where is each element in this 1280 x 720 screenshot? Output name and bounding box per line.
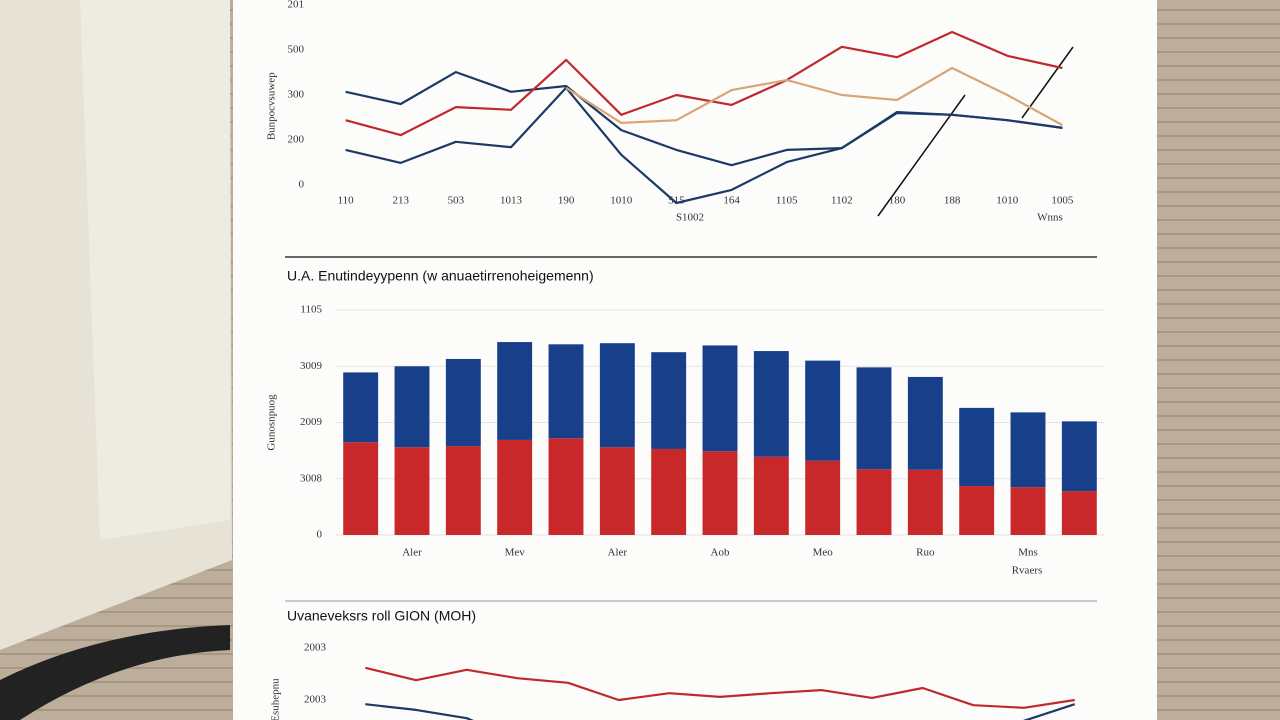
bar-segment	[1061, 421, 1097, 492]
y-axis-label: Gunosnpuog	[266, 394, 278, 451]
y-tick-label: 500	[288, 44, 305, 56]
x-tick-label: 1010	[996, 195, 1019, 207]
bar-segment	[907, 376, 943, 470]
bar-segment	[497, 439, 533, 535]
x-tick-label: 164	[723, 195, 740, 207]
y-tick-label: 3009	[300, 360, 323, 372]
x-tick-label: 1105	[776, 195, 798, 207]
y-tick-label: 201	[288, 0, 305, 11]
bar-segment	[599, 447, 635, 535]
bar-segment	[343, 442, 379, 535]
x-tick-label: Mev	[505, 547, 526, 559]
x-tick-label: 188	[944, 195, 961, 207]
bar-segment	[548, 344, 584, 439]
bar-segment	[805, 360, 841, 461]
y-tick-label: 2003	[304, 642, 327, 654]
x-tick-label: 1102	[831, 195, 853, 207]
y-tick-label: 0	[299, 179, 305, 191]
bar-segment	[959, 486, 995, 535]
bar-segment	[753, 456, 789, 535]
bar-segment	[805, 460, 841, 535]
x-axis-label: S1002	[676, 212, 704, 224]
y-axis-label: Bunpocvsuwep	[266, 72, 278, 140]
y-tick-label: 200	[288, 134, 305, 146]
bar-segment	[394, 366, 430, 448]
x-tick-label: Mns	[1018, 547, 1038, 559]
chart-title: U.A. Enutindeyypenn (w anuaetirrenoheige…	[287, 268, 594, 284]
line-series	[345, 86, 1063, 205]
bar-segment	[445, 358, 481, 447]
x-tick-label: 1010	[610, 195, 633, 207]
y-tick-label: 2003	[304, 694, 327, 706]
bar-segment	[1010, 412, 1046, 488]
x-tick-label: 515	[668, 195, 685, 207]
x-tick-label: 110	[338, 195, 355, 207]
line-series	[565, 66, 1063, 127]
bar-segment	[907, 469, 943, 535]
bar-segment	[753, 351, 789, 457]
x-tick-label: 180	[889, 195, 906, 207]
notebook-page	[80, 0, 230, 540]
y-tick-label: 3008	[300, 472, 323, 484]
bar-segment	[856, 367, 892, 470]
y-axis-label: Esuhepnu	[270, 678, 282, 720]
y-tick-label: 2009	[300, 416, 323, 428]
glasses	[0, 625, 230, 720]
bar-segment	[702, 345, 738, 452]
line-series	[345, 30, 1063, 137]
x-tick-label: Meo	[813, 547, 834, 559]
bar-segment	[1061, 491, 1097, 535]
y-tick-label: 0	[317, 529, 323, 541]
bar-segment	[445, 446, 481, 535]
bar-segment	[959, 407, 995, 487]
x-tick-label: Aob	[711, 547, 730, 559]
x-tick-label: 1013	[500, 195, 523, 207]
annotation-line	[1021, 46, 1074, 119]
y-tick-label: 1105	[300, 304, 322, 316]
x-tick-label: 190	[558, 195, 575, 207]
bar-segment	[856, 469, 892, 535]
bar-segment	[599, 343, 635, 448]
x-tick-label: Aler	[402, 547, 422, 559]
annotation: Wnns	[1037, 212, 1063, 224]
bar-segment	[651, 448, 687, 535]
bar-segment	[343, 372, 379, 443]
x-axis-label: Rvaers	[1012, 565, 1043, 577]
x-tick-label: 213	[392, 195, 409, 207]
bar-segment	[702, 451, 738, 535]
bar-segment	[651, 352, 687, 449]
x-tick-label: Aler	[608, 547, 628, 559]
bar-segment	[394, 447, 430, 535]
y-tick-label: 300	[288, 89, 305, 101]
bar-segment	[1010, 487, 1046, 535]
x-tick-label: 503	[448, 195, 465, 207]
chart-title: Uvaneveksrs roll GION (MOH)	[287, 608, 476, 624]
bar-segment	[548, 438, 584, 535]
x-tick-label: 1005	[1051, 195, 1074, 207]
bar-segment	[497, 342, 533, 440]
x-tick-label: Ruo	[916, 547, 935, 559]
line-series	[365, 666, 1075, 709]
